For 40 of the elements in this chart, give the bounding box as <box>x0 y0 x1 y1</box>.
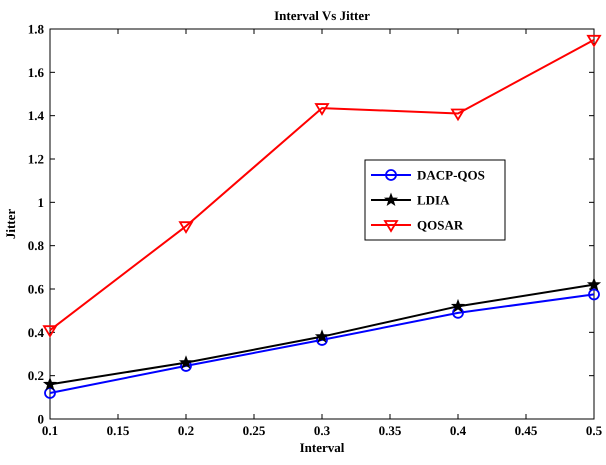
x-tick-label: 0.1 <box>42 423 58 438</box>
legend-label: LDIA <box>417 192 450 208</box>
point <box>451 108 465 120</box>
y-tick-label: 0.4 <box>28 324 44 340</box>
point <box>44 387 56 399</box>
point <box>588 288 600 300</box>
x-tick-label: 0.2 <box>178 423 194 438</box>
y-tick-label: 0.2 <box>28 368 44 384</box>
x-tick-label: 0.3 <box>314 423 331 438</box>
point <box>452 306 464 319</box>
point <box>44 378 56 390</box>
y-tick-label: 1.2 <box>28 152 44 166</box>
point <box>316 330 328 342</box>
y-tick-label: 1.8 <box>28 22 44 36</box>
x-axis-title: Interval <box>300 440 345 455</box>
y-tick-label: 1.6 <box>28 64 44 80</box>
point <box>180 360 192 372</box>
point <box>179 221 193 234</box>
y-axis-title: Jitter <box>3 208 18 240</box>
y-tick-label: 0.6 <box>28 282 44 296</box>
x-tick-label: 0.35 <box>378 423 402 438</box>
x-tick-label: 0.4 <box>450 423 467 438</box>
legend-label: DACP-QOS <box>417 168 485 182</box>
x-tick-label: 0.15 <box>106 423 130 438</box>
point <box>452 300 464 312</box>
y-tick-label: 0.8 <box>28 238 44 254</box>
y-tick-label: 1 <box>38 194 44 210</box>
point <box>587 34 601 47</box>
x-tick-label: 0.25 <box>242 423 266 438</box>
point <box>316 334 328 346</box>
point <box>180 356 192 368</box>
point <box>315 103 329 115</box>
x-tick-label: 0.5 <box>586 423 603 438</box>
chart-title: Interval Vs Jitter <box>274 8 370 23</box>
legend-label: QOSAR <box>417 218 464 232</box>
x-tick-label: 0.45 <box>514 423 538 438</box>
y-tick-label: 0 <box>38 412 44 426</box>
y-tick-label: 1.4 <box>28 108 44 124</box>
point <box>588 278 600 290</box>
point <box>43 325 57 338</box>
